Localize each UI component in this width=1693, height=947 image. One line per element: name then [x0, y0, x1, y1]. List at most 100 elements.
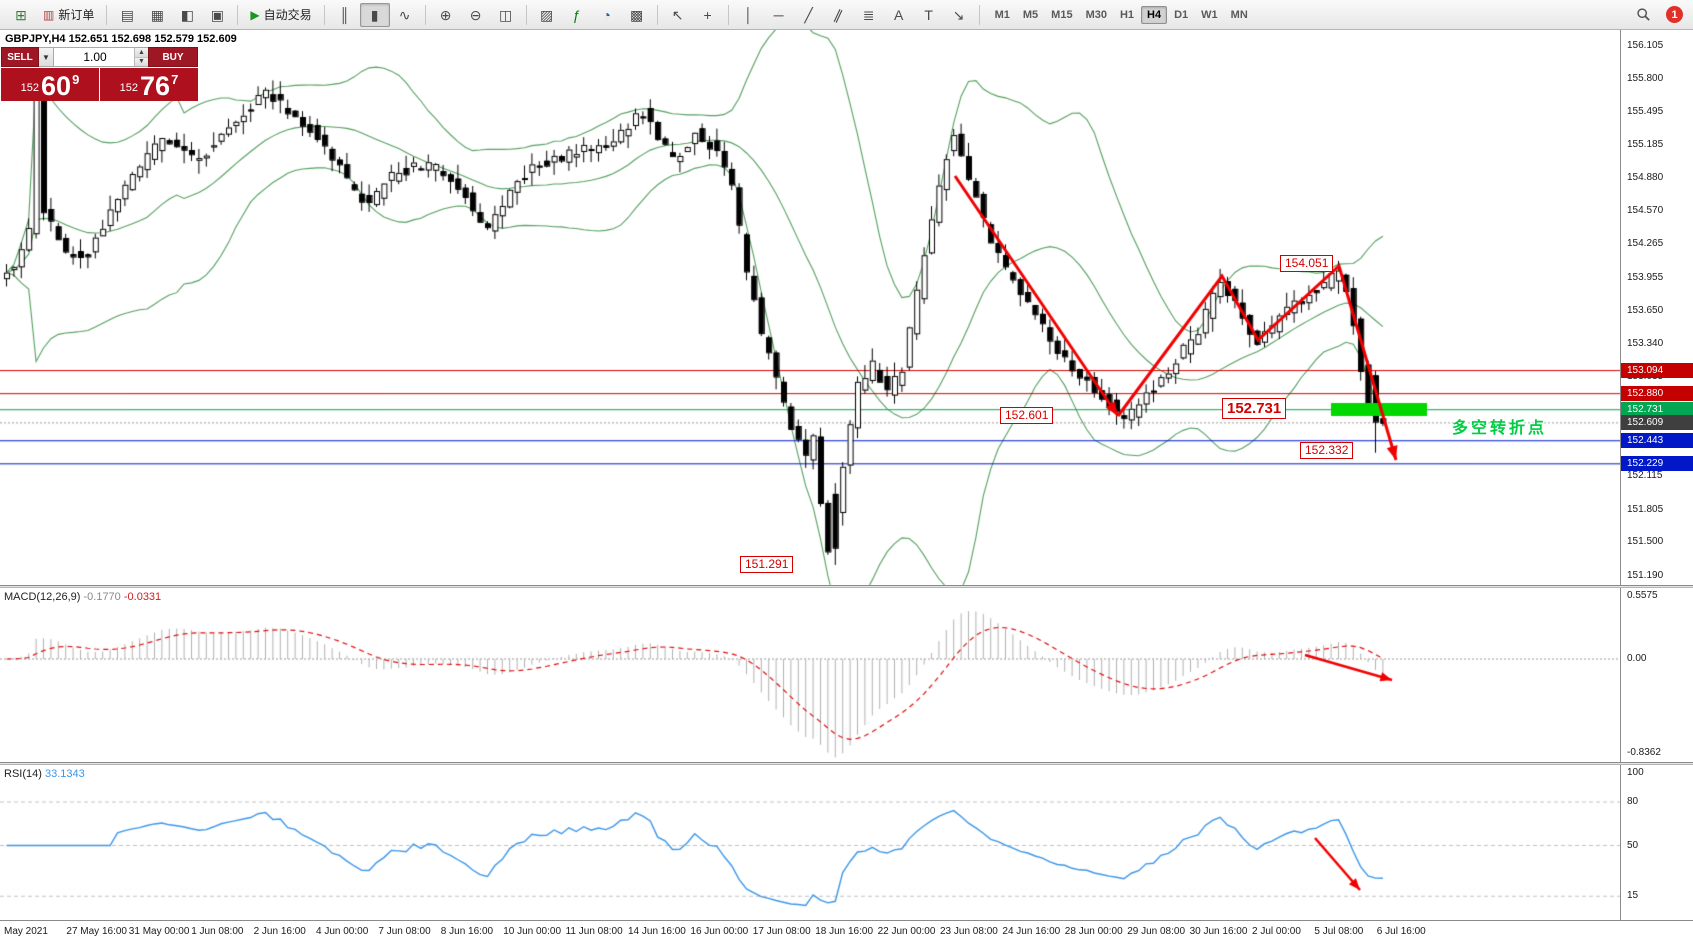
timeframe-m1[interactable]: M1	[994, 8, 1010, 21]
text-button[interactable]: A	[884, 3, 914, 27]
zoom-out-button[interactable]: ⊖	[461, 3, 491, 27]
zoom-out-icon: ⊖	[469, 6, 482, 23]
annotation-price-label[interactable]: 151.291	[740, 556, 794, 573]
bar-chart-button[interactable]: ║	[330, 3, 360, 27]
time-axis-label: May 2021	[4, 926, 48, 937]
volume-increase-button[interactable]: ▲	[135, 48, 148, 57]
time-axis-label: 2 Jul 00:00	[1252, 926, 1301, 937]
autotrading-icon: ▶	[250, 7, 260, 22]
fibonacci-icon: ≣	[862, 6, 875, 23]
annotation-price-label[interactable]: 152.731	[1222, 398, 1287, 419]
timeframe-d1[interactable]: D1	[1174, 8, 1189, 21]
sell-button[interactable]: SELL	[1, 47, 39, 67]
navigator-button[interactable]: ◧	[172, 3, 202, 27]
arrow-tool-button[interactable]: ↘	[944, 3, 974, 27]
price-axis-label: 155.185	[1627, 139, 1664, 151]
buy-button[interactable]: BUY	[148, 47, 198, 67]
price-axis-label: 154.570	[1627, 205, 1664, 217]
text-icon: A	[893, 6, 904, 23]
toolbar-separator	[978, 4, 980, 25]
timeframe-mn[interactable]: MN	[1230, 8, 1248, 21]
toolbar-groups: ⊞ ▥ 新订单 ▤ ▦ ◧ ▣ ▶ 自动交易 ║ ▮ ∿ ⊕ ⊖ ◫ ▨ ƒ ◔ ▩ ↖ + │ ─ ╱ ∥ ≣ A T ↘	[6, 0, 985, 29]
macd-indicator-label: MACD(12,26,9) -0.1770 -0.0331	[4, 591, 161, 603]
timeframe-m5[interactable]: M5	[1022, 8, 1039, 21]
time-axis-label: 7 Jun 08:00	[378, 926, 431, 937]
bull-bear-turning-point-note[interactable]: 多空转折点	[1452, 420, 1548, 437]
trendline-button[interactable]: ╱	[794, 3, 824, 27]
time-axis-label: 2 Jun 16:00	[253, 926, 306, 937]
rsi-axis-label: 80	[1627, 796, 1639, 807]
timeframe-m30[interactable]: M30	[1085, 8, 1107, 21]
period-button[interactable]: ◔	[592, 3, 622, 27]
trade-panel-prices: 152 60 9 152 76 7	[1, 68, 198, 101]
crosshair-button[interactable]: +	[693, 3, 723, 27]
data-window-button[interactable]: ▦	[142, 3, 172, 27]
annotation-price-label[interactable]: 152.601	[1000, 407, 1054, 424]
price-line-tag: 152.229	[1621, 455, 1693, 471]
price-axis-label: 151.805	[1627, 503, 1664, 515]
sell-price-button[interactable]: 152 60 9	[1, 68, 99, 101]
macd-axis-label: -0.8362	[1627, 747, 1661, 759]
toolbar: ⊞ ▥ 新订单 ▤ ▦ ◧ ▣ ▶ 自动交易 ║ ▮ ∿ ⊕ ⊖ ◫ ▨ ƒ ◔ ▩ ↖ + │ ─ ╱ ∥ ≣ A T ↘ M1 M5 M…	[0, 0, 1693, 30]
price-axis-label: 151.190	[1627, 569, 1664, 581]
annotation-price-label[interactable]: 152.332	[1300, 442, 1354, 459]
autotrading-button-label: 自动交易	[263, 8, 312, 22]
rsi-value: 33.1343	[44, 768, 85, 780]
data-window-icon: ▦	[150, 6, 164, 23]
timeframe-m15[interactable]: M15	[1051, 8, 1073, 21]
time-axis-label: 24 Jun 16:00	[1002, 926, 1061, 937]
autotrading-button[interactable]: ▶ 自动交易	[243, 3, 318, 27]
crosshair-icon: +	[703, 6, 712, 23]
time-axis-label: 30 Jun 16:00	[1189, 926, 1248, 937]
vertical-line-button[interactable]: │	[734, 3, 764, 27]
line-chart-button[interactable]: ∿	[390, 3, 420, 27]
annotation-price-label[interactable]: 154.051	[1280, 255, 1334, 272]
sell-price-sup: 9	[72, 72, 80, 87]
price-axis-label: 151.500	[1627, 536, 1664, 548]
zoom-in-icon: ⊕	[439, 6, 452, 23]
zoom-in-button[interactable]: ⊕	[431, 3, 461, 27]
channel-button[interactable]: ∥	[824, 3, 854, 27]
tile-windows-icon: ◫	[498, 6, 513, 23]
terminal-button[interactable]: ▣	[202, 3, 232, 27]
horizontal-line-button[interactable]: ─	[764, 3, 794, 27]
cursor-icon: ↖	[671, 6, 684, 23]
volume-decrease-button[interactable]: ▼	[135, 56, 148, 66]
toolbar-separator	[727, 4, 729, 25]
price-axis[interactable]: 156.105 155.800 155.495 155.185 154.880 154.5…	[1620, 30, 1693, 920]
timeframe-w1[interactable]: W1	[1201, 8, 1218, 21]
price-axis-label: 156.105	[1627, 40, 1664, 51]
timeframe-h4[interactable]: H4	[1141, 5, 1168, 24]
label-button[interactable]: T	[914, 3, 944, 27]
new-order-button[interactable]: ▥ 新订单	[36, 3, 101, 27]
price-axis-label: 155.495	[1627, 105, 1664, 117]
panel-separator[interactable]	[0, 585, 1693, 588]
buy-price-button[interactable]: 152 76 7	[100, 68, 198, 101]
chart-title: GBPJPY,H4 152.651 152.698 152.579 152.60…	[5, 33, 237, 45]
expert-button[interactable]: ▩	[622, 3, 652, 27]
notification-badge[interactable]: 1	[1666, 6, 1683, 23]
time-axis-label: 4 Jun 00:00	[316, 926, 369, 937]
timeframe-h1[interactable]: H1	[1119, 8, 1135, 21]
new-order-button-label: 新订单	[58, 8, 95, 22]
candlestick-chart-button[interactable]: ▮	[359, 2, 390, 27]
tile-windows-button[interactable]: ◫	[491, 3, 521, 27]
time-axis-label: 29 Jun 08:00	[1127, 926, 1186, 937]
toolbar-separator	[525, 4, 527, 25]
search-button[interactable]	[1628, 3, 1658, 27]
new-chart-button[interactable]: ⊞	[6, 3, 36, 27]
price-line-tag: 152.609	[1621, 414, 1693, 430]
templates-button[interactable]: ▨	[532, 3, 562, 27]
panel-separator[interactable]	[0, 762, 1693, 765]
volume-input[interactable]	[54, 48, 148, 66]
indicators-button[interactable]: ƒ	[562, 3, 592, 27]
fibonacci-button[interactable]: ≣	[854, 3, 884, 27]
volume-dropdown-button[interactable]: ▼	[39, 47, 54, 67]
cursor-button[interactable]: ↖	[663, 3, 693, 27]
time-axis-label: 28 Jun 00:00	[1064, 926, 1123, 937]
macd-axis-label: 0.5575	[1627, 590, 1658, 601]
time-axis[interactable]: May 2021 27 May 16:00 31 May 00:00 1 Jun 08…	[0, 920, 1693, 947]
market-watch-button[interactable]: ▤	[112, 3, 142, 27]
